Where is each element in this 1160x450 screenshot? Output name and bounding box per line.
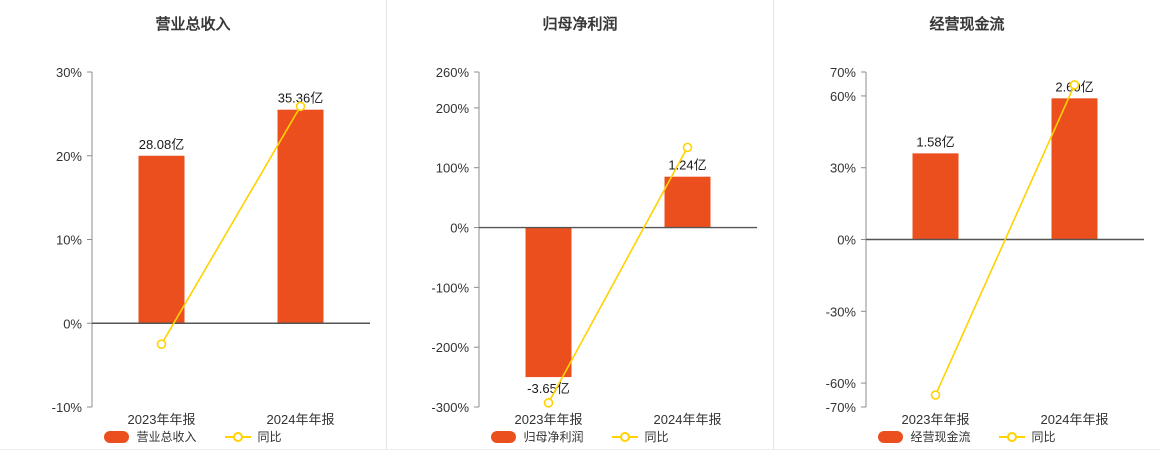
- marker-dot-icon: [619, 431, 630, 442]
- legend-item-bar-series[interactable]: 经营现金流: [878, 428, 971, 445]
- yoy-line: [547, 146, 689, 404]
- cash-flow-chart: 70%60%30%0%-30%-60%-70%1.58亿2.60亿2023年年报…: [774, 0, 1160, 449]
- yoy-marker: [682, 142, 693, 153]
- legend-label: 营业总收入: [136, 430, 197, 444]
- revenue-chart: 30% 20% 10% 0% -10% 28.08亿 35.36亿 2023年年报 2024年年…: [0, 0, 386, 449]
- legend-label: 同比: [1031, 430, 1056, 444]
- bar-value-label: 35.36亿: [278, 91, 324, 106]
- panel-divider: [386, 0, 387, 449]
- chart-title: 归母净利润: [542, 16, 618, 33]
- line-series-swatch-icon: [224, 431, 251, 443]
- yoy-marker: [543, 398, 554, 408]
- y-axis-tick-label: -70%: [826, 400, 857, 415]
- chart-svg: 260% 200% 100% 0% -100% -200% -300% -3.65亿 1.24亿…: [431, 65, 757, 427]
- bar-value-label: -3.65亿: [527, 381, 570, 396]
- x-axis-label: 2024年年报: [1041, 412, 1109, 427]
- yoy-line: [160, 105, 302, 345]
- y-axis-tick-label: -300%: [431, 400, 469, 415]
- legend-label: 同比: [257, 430, 282, 444]
- yoy-marker: [156, 339, 167, 349]
- y-axis-tick-label: 30%: [830, 161, 856, 176]
- legend-item-yoy-series[interactable]: 同比: [998, 428, 1056, 445]
- chart-legend: 营业总收入 同比: [0, 428, 386, 445]
- bar-value-label: 1.24亿: [668, 158, 706, 173]
- line-series-swatch-icon: [998, 431, 1025, 443]
- y-axis-tick-label: 260%: [436, 65, 470, 80]
- bar-series-swatch-icon: [104, 430, 130, 443]
- chart-panel-operating-revenue: 营业总收入 30% 20% 10% 0% -10% 28.08亿 35.36亿 2023年年报…: [0, 0, 386, 449]
- y-axis-tick-label: 10%: [56, 233, 82, 248]
- bar-series-swatch-icon: [491, 430, 517, 443]
- bar-2023年年报: [138, 155, 185, 324]
- legend-item-yoy-series[interactable]: 同比: [611, 428, 669, 445]
- marker-dot-icon: [1006, 431, 1017, 442]
- y-axis-tick-label: -10%: [52, 400, 83, 415]
- panel-divider: [773, 0, 774, 449]
- line-series-swatch-icon: [611, 431, 638, 443]
- y-axis-tick-label: -100%: [431, 280, 469, 295]
- x-axis-label: 2023年年报: [128, 412, 196, 427]
- chart-svg: 70%60%30%0%-30%-60%-70%1.58亿2.60亿2023年年报…: [826, 65, 1144, 427]
- yoy-line: [934, 84, 1076, 396]
- chart-title: 营业总收入: [155, 16, 231, 33]
- bar-2023年年报: [525, 227, 572, 378]
- chart-title: 经营现金流: [929, 16, 1005, 33]
- legend-label: 归母净利润: [523, 430, 584, 444]
- bar-2024年年报: [277, 109, 324, 324]
- y-axis-tick-label: 200%: [436, 101, 470, 116]
- y-axis-tick-label: 100%: [436, 161, 470, 176]
- chart-legend: 归母净利润 同比: [387, 428, 773, 445]
- yoy-marker: [930, 390, 941, 400]
- yoy-marker: [1069, 80, 1080, 90]
- y-axis-tick-label: 60%: [830, 89, 856, 104]
- bar-2024年年报: [664, 176, 711, 228]
- legend-item-yoy-series[interactable]: 同比: [224, 428, 282, 445]
- yoy-marker: [295, 101, 306, 112]
- y-axis-tick-label: 0%: [63, 316, 82, 331]
- legend-item-bar-series[interactable]: 归母净利润: [491, 428, 584, 445]
- chart-svg: 30% 20% 10% 0% -10% 28.08亿 35.36亿 2023年年报 2024年年…: [52, 65, 370, 427]
- y-axis-tick-label: 70%: [830, 65, 856, 80]
- bar-series-swatch-icon: [878, 430, 904, 443]
- y-axis-tick-label: 20%: [56, 149, 82, 164]
- y-axis-tick-label: -60%: [826, 376, 857, 391]
- x-axis-label: 2023年年报: [902, 412, 970, 427]
- bar-2023年年报: [912, 153, 959, 240]
- bar-value-label: 28.08亿: [139, 137, 185, 152]
- legend-label: 同比: [644, 430, 669, 444]
- y-axis-tick-label: 0%: [450, 221, 469, 236]
- marker-dot-icon: [232, 431, 243, 442]
- chart-panel-net-profit: 归母净利润 260% 200% 100% 0% -100% -200% -300% -3.65…: [387, 0, 773, 449]
- net-profit-chart: 260% 200% 100% 0% -100% -200% -300% -3.65亿 1.24亿…: [387, 0, 773, 449]
- y-axis-tick-label: 0%: [837, 233, 856, 248]
- y-axis-tick-label: -30%: [826, 304, 857, 319]
- x-axis-label: 2024年年报: [654, 412, 722, 427]
- chart-legend: 经营现金流 同比: [774, 428, 1160, 445]
- bar-value-label: 1.58亿: [916, 134, 954, 149]
- x-axis-label: 2024年年报: [267, 412, 335, 427]
- bar-2024年年报: [1051, 98, 1098, 240]
- y-axis-tick-label: 30%: [56, 65, 82, 80]
- legend-label: 经营现金流: [910, 430, 971, 444]
- legend-item-bar-series[interactable]: 营业总收入: [104, 428, 197, 445]
- chart-panel-operating-cash-flow: 经营现金流 70%60%30%0%-30%-60%-70%1.58亿2.60亿2…: [774, 0, 1160, 449]
- x-axis-label: 2023年年报: [515, 412, 583, 427]
- y-axis-tick-label: -200%: [431, 340, 469, 355]
